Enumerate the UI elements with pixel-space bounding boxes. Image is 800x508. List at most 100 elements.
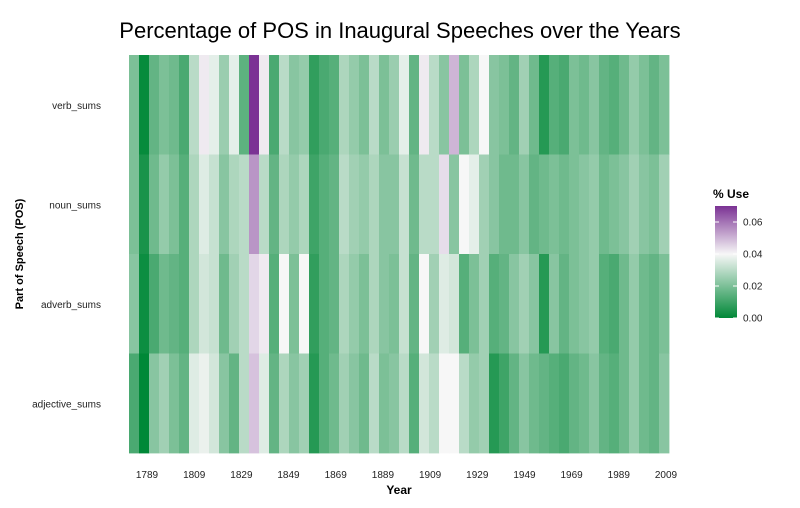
heatmap-cell <box>569 254 580 354</box>
heatmap-cell <box>149 154 160 255</box>
heatmap-cell <box>459 353 470 454</box>
heatmap-cell <box>579 55 590 155</box>
heatmap-cell <box>369 353 380 454</box>
heatmap-cell <box>339 353 350 454</box>
legend-tick-label: 0.02 <box>743 282 763 293</box>
chart-title: Percentage of POS in Inaugural Speeches … <box>119 18 681 43</box>
heatmap-cell <box>549 353 560 454</box>
heatmap-cell <box>469 353 480 454</box>
heatmap-cell <box>359 254 370 354</box>
heatmap-cell <box>569 55 580 155</box>
heatmap-cell <box>519 55 530 155</box>
heatmap-cell <box>279 154 290 255</box>
heatmap-cell <box>579 353 590 454</box>
heatmap-cell <box>229 254 240 354</box>
heatmap-cell <box>129 254 140 354</box>
heatmap-cell <box>139 353 150 454</box>
heatmap-cell <box>159 254 170 354</box>
heatmap-cell <box>159 154 170 255</box>
heatmap-cell <box>479 353 490 454</box>
heatmap-cell <box>459 154 470 255</box>
heatmap-cell <box>379 55 390 155</box>
heatmap-cell <box>589 254 600 354</box>
heatmap-cell <box>279 254 290 354</box>
heatmap-cell <box>289 154 300 255</box>
legend-title: % Use <box>713 187 750 201</box>
legend: 0.00 0.02 0.04 0.06 <box>715 206 763 325</box>
heatmap-cell <box>159 55 170 155</box>
x-tick-label: 1949 <box>513 470 536 481</box>
x-tick-label: 1829 <box>230 470 253 481</box>
heatmap-cell <box>649 154 660 255</box>
heatmap-cells <box>129 55 670 454</box>
heatmap-cell <box>129 154 140 255</box>
heatmap-cell <box>369 154 380 255</box>
heatmap-cell <box>349 353 360 454</box>
heatmap-cell <box>369 55 380 155</box>
heatmap-cell <box>209 254 220 354</box>
heatmap-cell <box>189 154 200 255</box>
x-axis-label: Year <box>386 483 412 497</box>
heatmap-cell <box>269 55 280 155</box>
heatmap-cell <box>169 254 180 354</box>
heatmap-cell <box>569 353 580 454</box>
heatmap-cell <box>639 55 650 155</box>
heatmap-cell <box>479 154 490 255</box>
heatmap-cell <box>649 254 660 354</box>
heatmap-cell <box>449 154 460 255</box>
heatmap-cell <box>419 154 430 255</box>
heatmap-cell <box>639 154 650 255</box>
heatmap-cell <box>389 353 400 454</box>
heatmap-cell <box>609 353 620 454</box>
heatmap-cell <box>549 154 560 255</box>
heatmap-cell <box>179 55 190 155</box>
heatmap-cell <box>319 154 330 255</box>
heatmap-cell <box>199 154 210 255</box>
heatmap-cell <box>429 154 440 255</box>
heatmap-cell <box>609 254 620 354</box>
heatmap-cell <box>529 254 540 354</box>
heatmap-cell <box>409 154 420 255</box>
heatmap-cell <box>309 55 320 155</box>
heatmap-cell <box>459 55 470 155</box>
heatmap-cell <box>509 254 520 354</box>
heatmap-cell <box>189 353 200 454</box>
heatmap-cell <box>629 353 640 454</box>
heatmap-cell <box>399 154 410 255</box>
heatmap-cell <box>559 55 570 155</box>
heatmap-cell <box>299 254 310 354</box>
heatmap-cell <box>379 254 390 354</box>
heatmap-cell <box>399 353 410 454</box>
heatmap-cell <box>349 55 360 155</box>
heatmap-cell <box>489 254 500 354</box>
heatmap-cell <box>209 55 220 155</box>
heatmap-cell <box>409 353 420 454</box>
heatmap-cell <box>539 154 550 255</box>
heatmap-cell <box>209 353 220 454</box>
x-tick-label: 2009 <box>655 470 678 481</box>
heatmap-cell <box>239 154 250 255</box>
heatmap-cell <box>659 154 670 255</box>
heatmap-cell <box>359 353 370 454</box>
heatmap-cell <box>309 154 320 255</box>
heatmap-cell <box>259 154 270 255</box>
heatmap-cell <box>579 154 590 255</box>
heatmap-cell <box>559 353 570 454</box>
heatmap-cell <box>239 55 250 155</box>
heatmap-cell <box>389 55 400 155</box>
heatmap-cell <box>349 254 360 354</box>
heatmap-cell <box>299 55 310 155</box>
heatmap-cell <box>289 353 300 454</box>
row-label: adjective_sums <box>32 399 101 410</box>
heatmap-cell <box>599 55 610 155</box>
heatmap-cell <box>649 353 660 454</box>
heatmap-cell <box>269 154 280 255</box>
heatmap-cell <box>189 55 200 155</box>
heatmap-cell <box>479 254 490 354</box>
heatmap-cell <box>519 154 530 255</box>
heatmap-cell <box>179 254 190 354</box>
heatmap-cell <box>379 353 390 454</box>
heatmap-cell <box>659 254 670 354</box>
heatmap-cell <box>499 154 510 255</box>
